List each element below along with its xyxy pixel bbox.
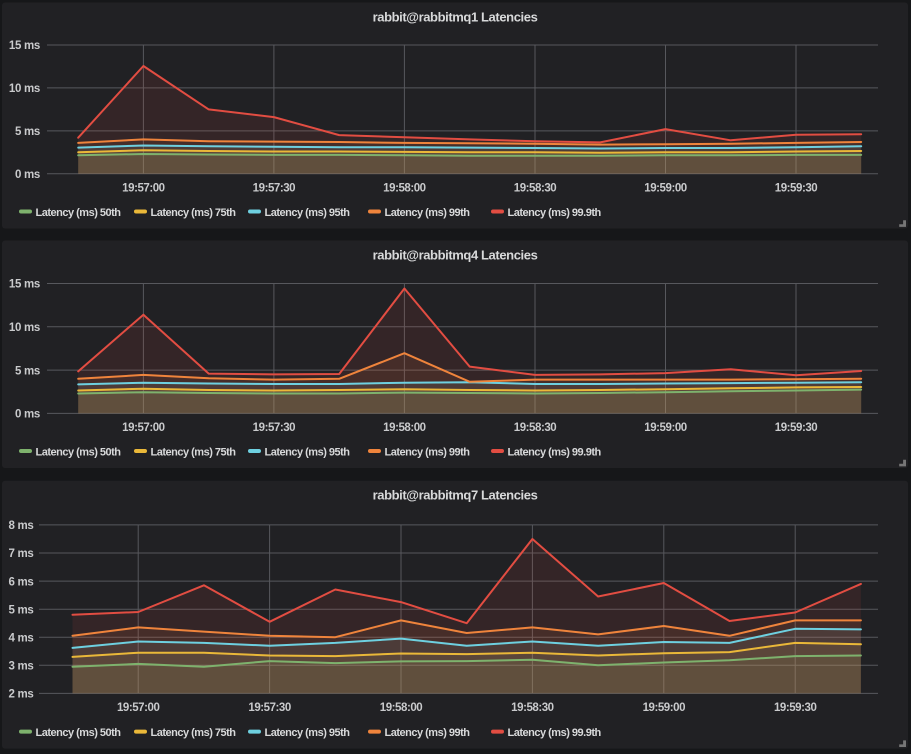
svg-text:7 ms: 7 ms — [8, 548, 33, 560]
svg-text:Latency (ms) 95th: Latency (ms) 95th — [265, 207, 351, 219]
svg-text:19:58:00: 19:58:00 — [383, 422, 425, 434]
svg-text:19:58:00: 19:58:00 — [383, 182, 425, 194]
svg-text:0 ms: 0 ms — [15, 409, 40, 421]
svg-text:5 ms: 5 ms — [15, 365, 40, 377]
svg-text:19:59:30: 19:59:30 — [775, 182, 817, 194]
svg-text:0 ms: 0 ms — [15, 169, 40, 181]
svg-text:6 ms: 6 ms — [8, 576, 33, 588]
svg-text:19:57:00: 19:57:00 — [122, 182, 164, 194]
svg-text:19:57:00: 19:57:00 — [117, 702, 159, 714]
svg-text:Latency (ms) 95th: Latency (ms) 95th — [265, 446, 351, 458]
svg-text:19:57:00: 19:57:00 — [122, 422, 164, 434]
svg-text:Latency (ms) 50th: Latency (ms) 50th — [36, 207, 122, 219]
svg-text:5 ms: 5 ms — [8, 604, 33, 616]
svg-text:Latency (ms) 50th: Latency (ms) 50th — [36, 446, 122, 458]
svg-text:8 ms: 8 ms — [8, 520, 33, 532]
svg-text:Latency (ms) 99.9th: Latency (ms) 99.9th — [508, 446, 602, 458]
svg-text:15 ms: 15 ms — [9, 40, 40, 52]
svg-text:Latency (ms) 99.9th: Latency (ms) 99.9th — [508, 727, 602, 739]
svg-text:Latency (ms) 99th: Latency (ms) 99th — [385, 446, 471, 458]
svg-text:19:58:00: 19:58:00 — [380, 702, 422, 714]
svg-text:19:58:30: 19:58:30 — [514, 422, 556, 434]
svg-text:rabbit@rabbitmq1 Latencies: rabbit@rabbitmq1 Latencies — [373, 9, 538, 24]
svg-text:15 ms: 15 ms — [9, 279, 40, 291]
svg-text:Latency (ms) 99.9th: Latency (ms) 99.9th — [508, 207, 602, 219]
svg-text:4 ms: 4 ms — [8, 632, 33, 644]
svg-text:Latency (ms) 95th: Latency (ms) 95th — [265, 727, 351, 739]
svg-text:19:58:30: 19:58:30 — [514, 182, 556, 194]
svg-text:19:57:30: 19:57:30 — [253, 422, 295, 434]
svg-text:Latency (ms) 50th: Latency (ms) 50th — [36, 727, 122, 739]
svg-text:19:59:00: 19:59:00 — [644, 422, 686, 434]
svg-text:Latency (ms) 99th: Latency (ms) 99th — [385, 207, 471, 219]
svg-text:19:58:30: 19:58:30 — [511, 702, 553, 714]
svg-text:19:59:30: 19:59:30 — [774, 702, 816, 714]
svg-text:19:57:30: 19:57:30 — [248, 702, 290, 714]
svg-text:10 ms: 10 ms — [9, 322, 40, 334]
svg-text:rabbit@rabbitmq4 Latencies: rabbit@rabbitmq4 Latencies — [373, 247, 538, 262]
svg-text:Latency (ms) 99th: Latency (ms) 99th — [385, 727, 471, 739]
svg-text:10 ms: 10 ms — [9, 83, 40, 95]
svg-text:19:59:00: 19:59:00 — [644, 182, 686, 194]
svg-text:3 ms: 3 ms — [8, 661, 33, 673]
svg-text:5 ms: 5 ms — [15, 126, 40, 138]
svg-text:Latency (ms) 75th: Latency (ms) 75th — [151, 207, 237, 219]
svg-text:rabbit@rabbitmq7 Latencies: rabbit@rabbitmq7 Latencies — [373, 488, 538, 503]
svg-text:19:59:00: 19:59:00 — [643, 702, 685, 714]
svg-text:19:57:30: 19:57:30 — [253, 182, 295, 194]
svg-text:Latency (ms) 75th: Latency (ms) 75th — [151, 446, 237, 458]
svg-text:2 ms: 2 ms — [8, 689, 33, 701]
svg-text:19:59:30: 19:59:30 — [775, 422, 817, 434]
svg-text:Latency (ms) 75th: Latency (ms) 75th — [151, 727, 237, 739]
